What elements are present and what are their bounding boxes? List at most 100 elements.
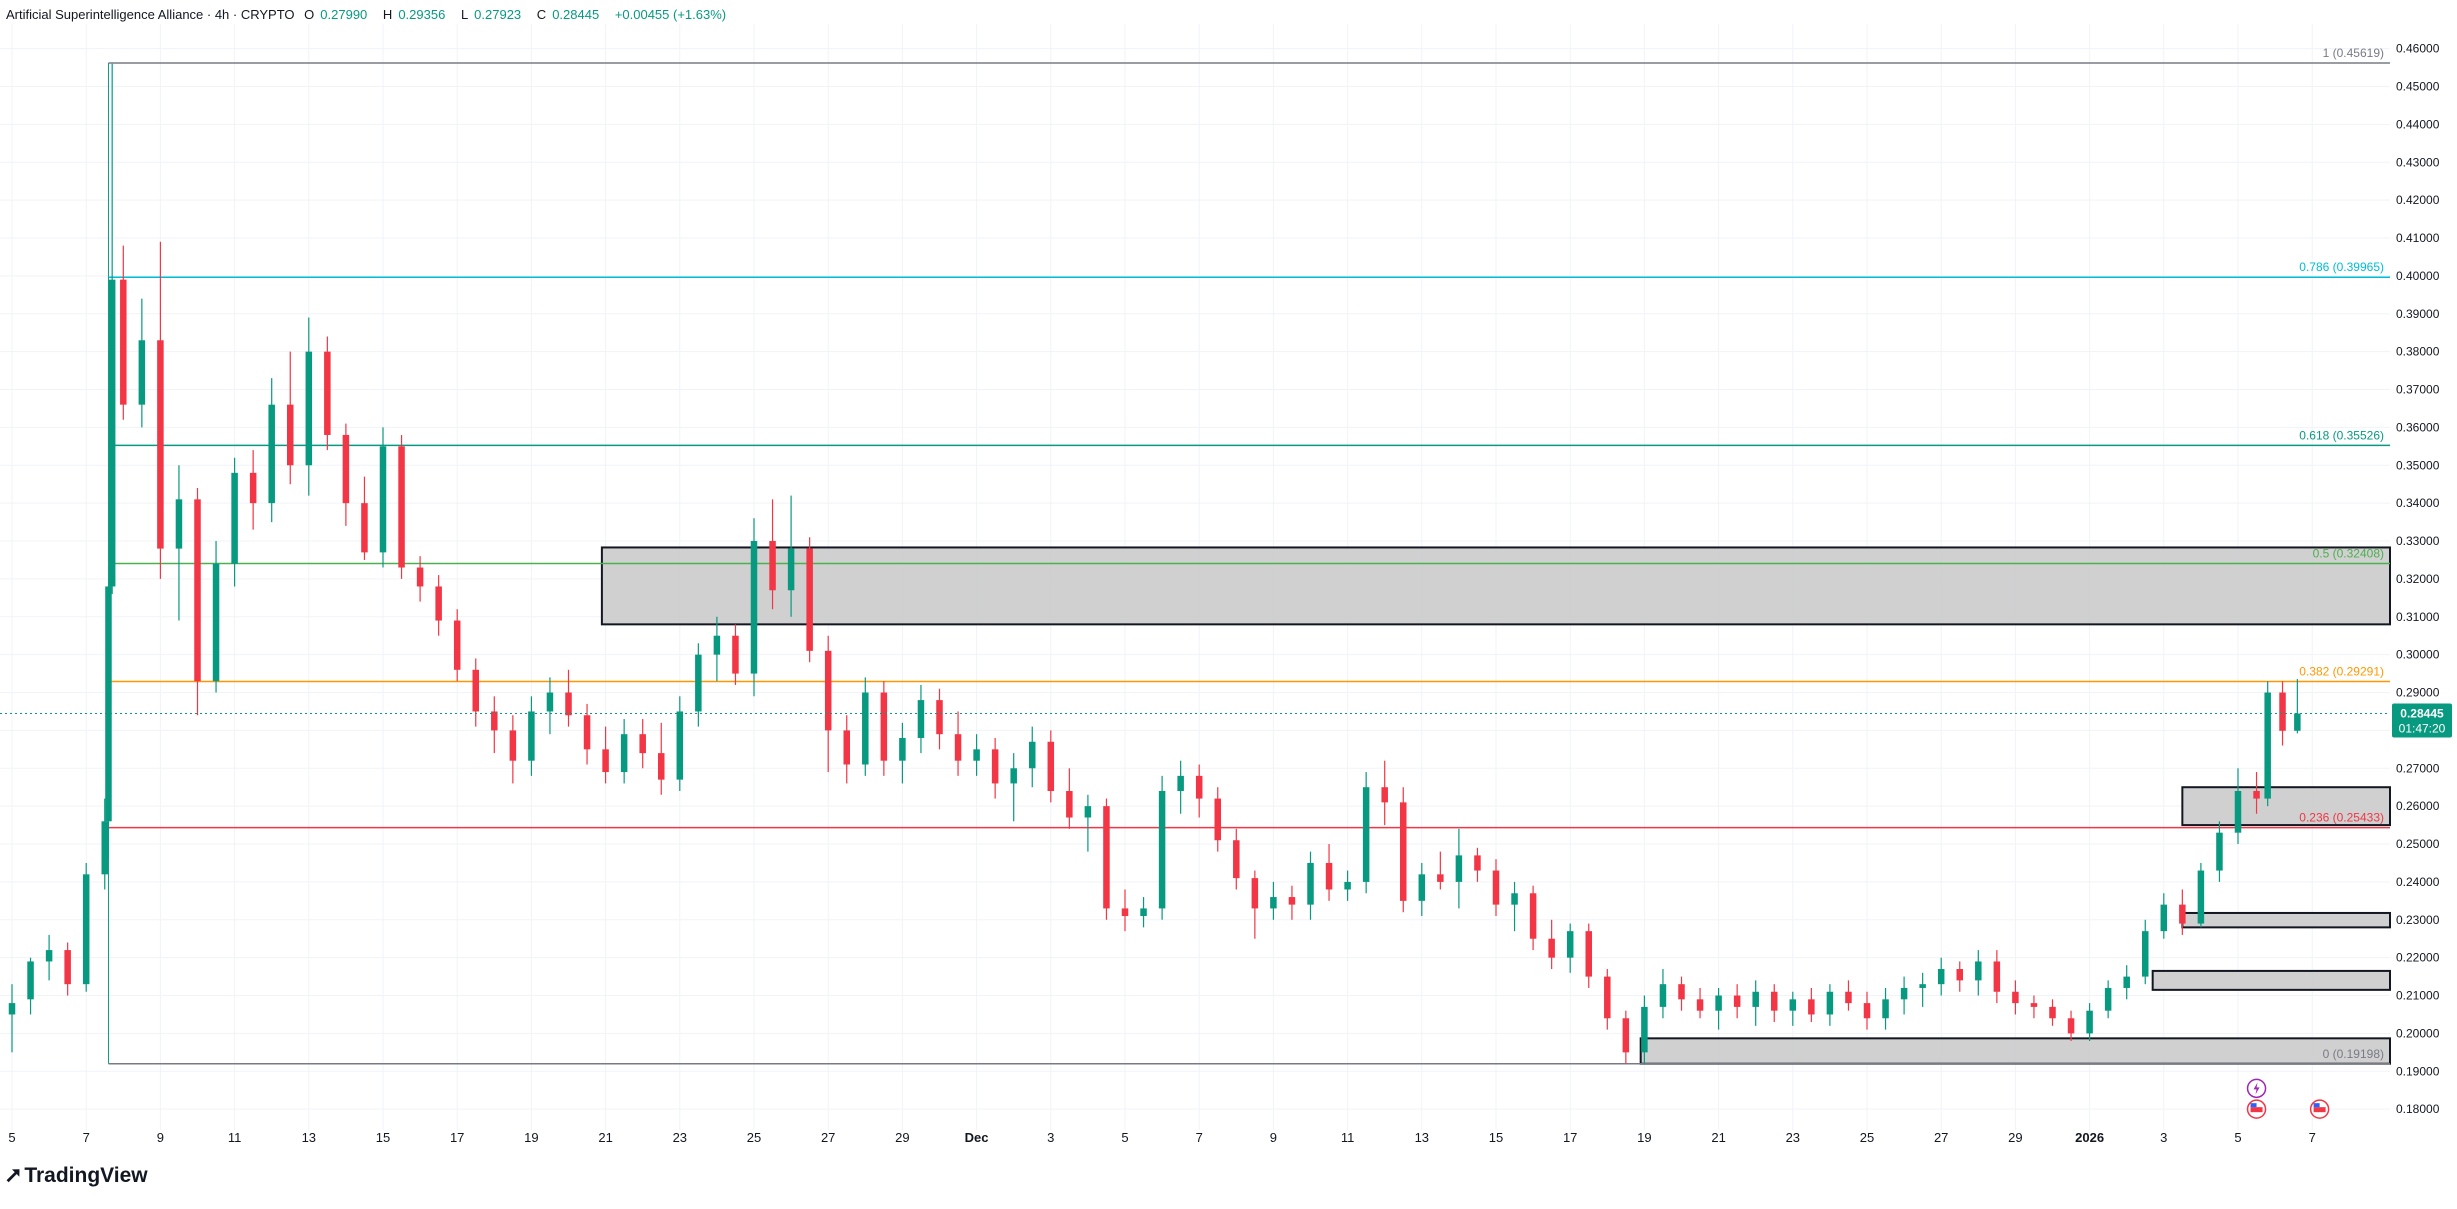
candle-up: [2234, 791, 2242, 833]
candle-up: [1344, 881, 1351, 890]
candle-down: [509, 730, 517, 761]
candle-down: [1733, 995, 1741, 1007]
ohlc-low: L 0.27923: [461, 7, 527, 22]
time-axis[interactable]: 5 7 9 11 13 15 17 19 21 23 25 27 29 Dec 3 5 7 9 11 13 15 17 19…: [8, 1130, 2315, 1145]
candle-up: [45, 950, 53, 962]
candle-down: [880, 692, 888, 761]
candle-down: [1492, 870, 1500, 905]
candle-down: [64, 950, 71, 985]
candle-up: [1659, 984, 1667, 1007]
candle-up: [2160, 904, 2168, 932]
time-tick-label: 5: [1121, 1130, 1128, 1145]
candle-down: [1233, 840, 1240, 879]
candle-down: [1696, 999, 1704, 1011]
tradingview-logo[interactable]: ⭧ TradingView: [6, 1163, 148, 1189]
fibonacci-retracement[interactable]: 1 (0.45619) 0.786 (0.39965) 0.618 (0.35526…: [107, 46, 2390, 1065]
price-tick-label: 0.43000: [2396, 155, 2440, 169]
candle-up: [1752, 991, 1759, 1007]
candle-up: [231, 472, 238, 564]
candle-down: [732, 635, 739, 674]
supply-demand-zone: [600, 546, 2391, 626]
price-tick-label: 0.33000: [2396, 534, 2440, 548]
candle-up: [1566, 931, 1574, 958]
candle-up: [1177, 775, 1184, 792]
candle-down: [583, 715, 591, 750]
candle-up: [8, 1003, 16, 1015]
supply-demand-zone: [2151, 969, 2391, 991]
fib-level-label: 0.382 (0.29291): [2299, 665, 2384, 679]
candle-down: [1437, 874, 1444, 882]
candle-up: [1084, 806, 1092, 818]
candle-down: [1863, 1003, 1871, 1019]
open-value: 0.27990: [320, 7, 368, 22]
candle-down: [2049, 1006, 2056, 1019]
price-tick-label: 0.45000: [2396, 79, 2440, 93]
candle-down: [843, 730, 850, 765]
price-tick-label: 0.37000: [2396, 383, 2440, 397]
candle-up: [108, 279, 116, 587]
price-tick-label: 0.21000: [2396, 989, 2440, 1003]
candle-up: [268, 404, 275, 504]
price-tick-label: 0.27000: [2396, 761, 2440, 775]
candle-up: [1937, 969, 1945, 985]
candle-up: [1789, 999, 1797, 1011]
candle-up: [1140, 908, 1147, 916]
time-tick-label: 11: [228, 1130, 242, 1145]
candle-down: [1400, 802, 1407, 901]
candle-up: [620, 734, 628, 773]
symbol-header: Artificial Superintelligence Alliance · …: [6, 7, 732, 22]
candle-up: [676, 711, 684, 780]
candle-down: [602, 749, 609, 773]
candle-up: [2123, 976, 2130, 988]
candle-down: [2012, 991, 2019, 1004]
price-tick-label: 0.24000: [2396, 875, 2440, 889]
price-axis[interactable]: 0.18000 0.19000 0.20000 0.21000 0.22000 0.230…: [2396, 42, 2440, 1117]
candle-up: [1158, 791, 1166, 909]
candle-up: [212, 563, 220, 682]
ohlc-open: O 0.27990: [304, 7, 373, 22]
candle-up: [1010, 768, 1017, 784]
candle-up: [379, 446, 387, 553]
candle-down: [435, 586, 442, 621]
tradingview-logo-icon: ⭧: [6, 1163, 20, 1188]
event-icons-layer: [2246, 1078, 2330, 1119]
candle-up: [2264, 692, 2271, 799]
time-tick-label: 7: [83, 1130, 90, 1145]
candle-down: [2067, 1018, 2075, 1034]
candle-up: [101, 821, 108, 875]
ohlc-close: C 0.28445: [537, 7, 605, 22]
time-tick-label: Dec: [965, 1130, 989, 1145]
candle-up: [917, 700, 925, 738]
candle-down: [287, 404, 294, 466]
candle-up: [1418, 874, 1426, 901]
supply-demand-zone: [2181, 786, 2392, 827]
candle-down: [1195, 775, 1203, 799]
candle-down: [639, 734, 646, 754]
low-label: L: [460, 7, 469, 22]
candle-down: [1808, 999, 1815, 1015]
candle-down: [1845, 991, 1852, 1004]
candle-down: [194, 499, 201, 682]
candle-up: [973, 749, 980, 761]
high-label: H: [382, 7, 393, 22]
candle-down: [157, 340, 164, 549]
price-tick-label: 0.23000: [2396, 913, 2440, 927]
candle-up: [2197, 870, 2205, 924]
fib-level-label: 0.5 (0.32408): [2313, 546, 2384, 560]
candle-up: [787, 548, 795, 591]
open-label: O: [304, 7, 315, 22]
price-tick-label: 0.18000: [2396, 1102, 2440, 1116]
fib-level-label: 0 (0.19198): [2323, 1047, 2384, 1061]
candle-down: [1214, 798, 1221, 841]
flag-stripes: [2313, 1107, 2326, 1113]
symbol-name[interactable]: Artificial Superintelligence Alliance · …: [6, 7, 295, 22]
candles-layer: [8, 63, 2301, 1064]
price-tick-label: 0.42000: [2396, 193, 2440, 207]
price-tick-label: 0.34000: [2396, 496, 2440, 510]
time-tick-label: 11: [1341, 1130, 1355, 1145]
time-tick-label: 27: [821, 1130, 835, 1145]
candle-up: [1511, 893, 1518, 905]
